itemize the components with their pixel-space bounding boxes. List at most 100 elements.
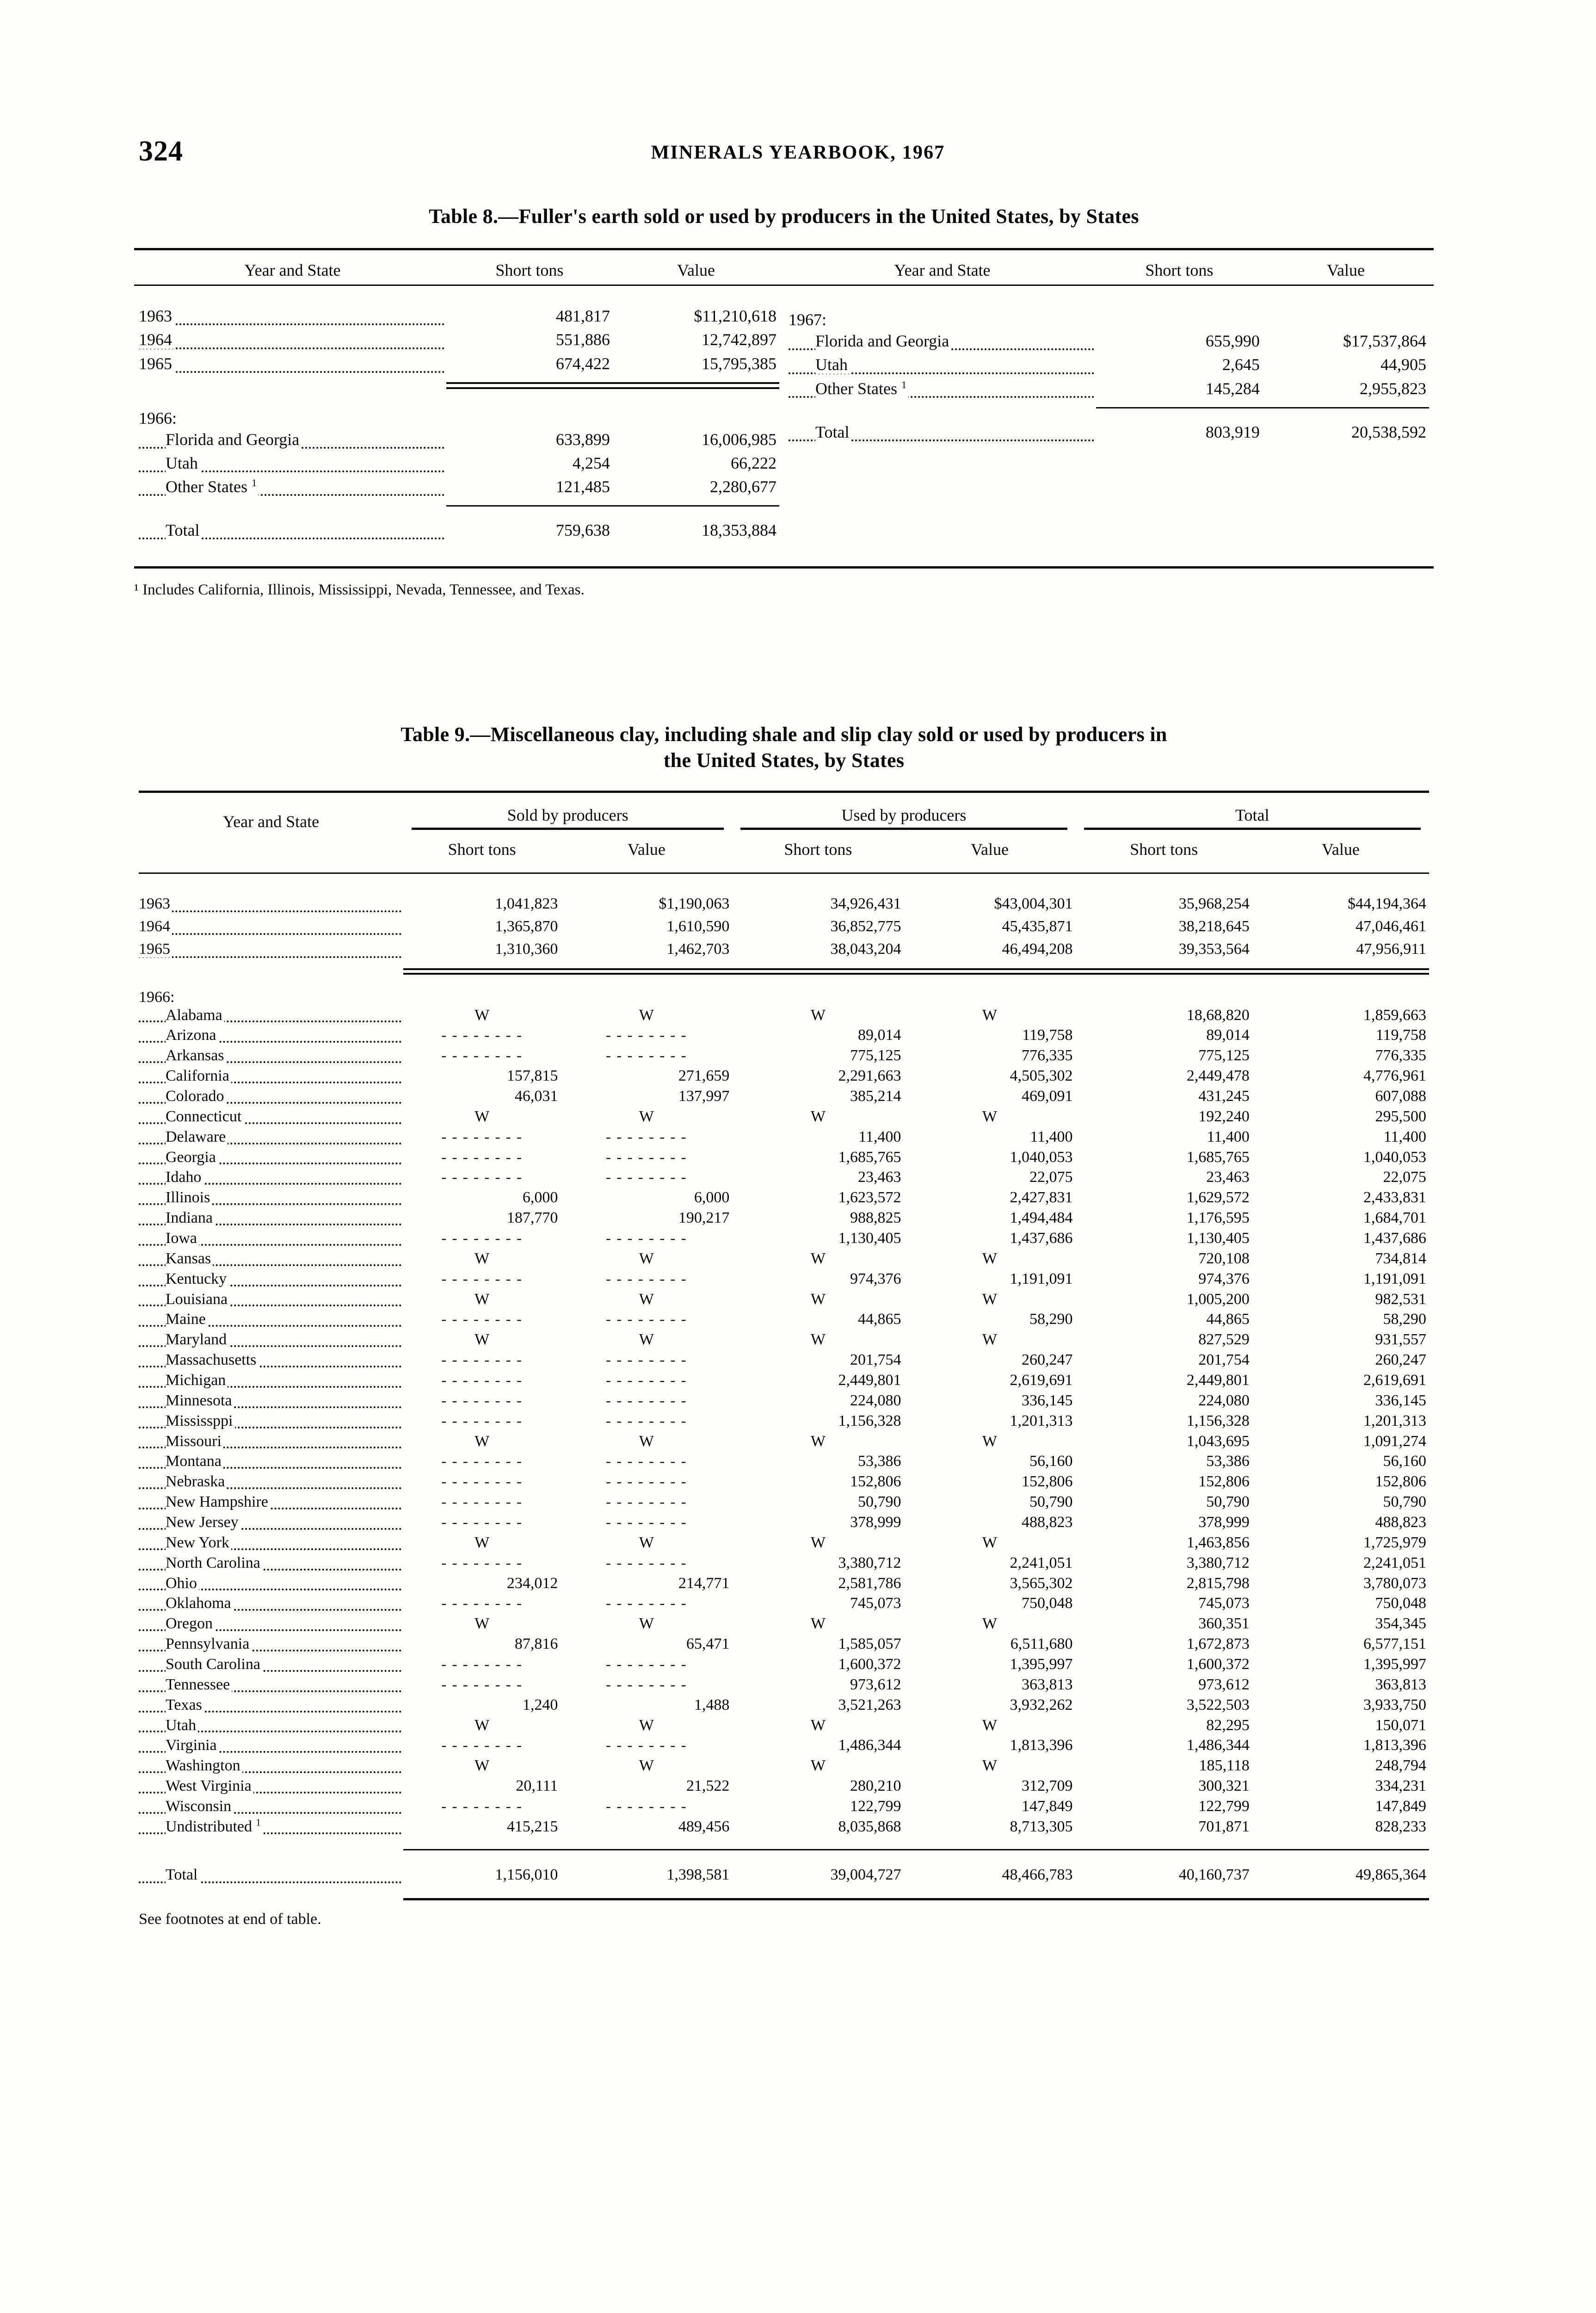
leader-dots	[139, 1163, 401, 1165]
row-label-text: Pennsylvania	[166, 1635, 252, 1653]
leader-dots	[139, 1650, 401, 1652]
row-label-text: Washington	[166, 1757, 242, 1775]
leader-dots	[139, 1731, 401, 1733]
table-9-sub-header-row: Short tons Value Short tons Value Short …	[139, 830, 1429, 862]
cell-no-data: - - - - - - - -	[441, 1656, 523, 1673]
cell-value: 46,031	[514, 1087, 558, 1105]
row-label-text: Georgia	[166, 1148, 218, 1166]
t9-underline-total	[1084, 827, 1421, 830]
cell-value: $43,004,301	[994, 895, 1073, 912]
cell-value: 50,790	[857, 1493, 901, 1511]
table-row: Nebraska - - - - - - - - - - - - - - - - 15…	[139, 1472, 1429, 1492]
leader-dots	[139, 1406, 401, 1408]
cell-no-data: - - - - - - - -	[441, 1270, 523, 1287]
cell-value: 44,865	[1206, 1311, 1250, 1328]
cell-value: 363,813	[1375, 1676, 1427, 1693]
cell-value: 378,999	[1198, 1514, 1250, 1531]
cell-value: 295,500	[1375, 1107, 1427, 1125]
row-label-text: Connecticut	[166, 1107, 244, 1125]
cell-no-data: - - - - - - - -	[441, 1473, 523, 1490]
cell-withheld: W	[639, 1006, 654, 1024]
table-9-title-line-1: Table 9.—Miscellaneous clay, including s…	[401, 723, 1167, 746]
cell-value: 655,990	[1205, 332, 1260, 351]
cell-value: 152,806	[1198, 1473, 1250, 1490]
spacer-row	[139, 389, 779, 406]
table-row: Iowa - - - - - - - - - - - - - - - - 1,130,…	[139, 1228, 1429, 1249]
cell-value: 1,191,091	[1363, 1270, 1426, 1287]
row-label: Idaho	[139, 1167, 403, 1187]
leader-dots	[139, 1629, 401, 1632]
cell-value: 1,494,484	[1010, 1209, 1073, 1227]
cell-no-data: - - - - - - - -	[441, 1514, 523, 1531]
leader-dots	[789, 439, 1094, 441]
cell-value: 1,463,856	[1186, 1534, 1250, 1551]
cell-withheld: W	[639, 1432, 654, 1450]
t9-group-header-sold: Sold by producers	[507, 805, 629, 824]
cell-value: 827,529	[1198, 1331, 1250, 1348]
cell-value: 1,040,053	[1010, 1148, 1073, 1166]
leader-dots	[139, 1305, 401, 1307]
cell-value: 192,240	[1198, 1107, 1250, 1125]
group-label: 1967:	[789, 310, 827, 329]
leader-dots	[139, 1548, 401, 1550]
cell-withheld: W	[639, 1757, 654, 1775]
cell-value: 66,222	[731, 453, 776, 472]
row-label-text: Texas	[166, 1696, 204, 1713]
row-label-text: Nebraska	[166, 1473, 227, 1490]
table-8-title: Table 8.—Fuller's earth sold or used by …	[429, 205, 1139, 228]
cell-no-data: - - - - - - - -	[441, 1372, 523, 1389]
year-block-rule-row	[139, 961, 1429, 975]
cell-value: 982,531	[1375, 1290, 1427, 1308]
page-number: 324	[139, 136, 183, 167]
cell-withheld: W	[474, 1615, 490, 1633]
cell-value: 3,380,712	[1186, 1554, 1250, 1571]
table-row: Tennessee - - - - - - - - - - - - - - - - 9…	[139, 1675, 1429, 1695]
table-9-bottom-rule	[403, 1886, 1429, 1901]
cell-value: 15,795,385	[702, 354, 776, 373]
spacer-row	[139, 874, 1429, 892]
cell-withheld: W	[474, 1716, 490, 1734]
row-label-text: Total	[166, 520, 202, 539]
t9-sub-sold-tons: Short tons	[448, 840, 516, 859]
table-row: Illinois 6,000 6,000 1,623,572 2,427,831 1,62…	[139, 1187, 1429, 1208]
leader-dots	[139, 1284, 401, 1286]
spacer-row	[139, 1850, 1429, 1863]
row-label: New Hampshire	[139, 1492, 403, 1512]
row-label: Delaware	[139, 1127, 403, 1147]
cell-value: 18,353,884	[702, 520, 776, 539]
cell-no-data: - - - - - - - -	[441, 1027, 523, 1044]
leader-dots	[139, 1832, 401, 1835]
row-label-text: Indiana	[166, 1209, 215, 1227]
table-row: Missouri W W W W 1,043,695 1,091,274	[139, 1431, 1429, 1452]
row-label: 1965	[139, 352, 446, 376]
row-label: Maryland	[139, 1330, 403, 1350]
leader-dots	[139, 1447, 401, 1449]
row-label: Mississppi	[139, 1411, 403, 1431]
cell-value: 3,933,750	[1363, 1696, 1426, 1713]
cell-value: 8,713,305	[1010, 1818, 1073, 1836]
spacer-row	[789, 408, 1429, 421]
cell-value: 1,156,328	[838, 1412, 901, 1429]
table-row: Utah W W W W 82,295 150,071	[139, 1715, 1429, 1736]
leader-dots	[139, 1771, 401, 1774]
table-9-group-header-row: Year and State Sold by producers Used by…	[139, 793, 1429, 830]
cell-value: 3,780,073	[1363, 1574, 1426, 1592]
cell-value: 1,725,979	[1363, 1534, 1426, 1551]
leader-dots	[139, 1101, 401, 1104]
cell-value: 214,771	[678, 1574, 730, 1592]
cell-value: 1,201,313	[1010, 1412, 1073, 1429]
row-label: Texas	[139, 1695, 403, 1715]
cell-value: 1,684,701	[1363, 1209, 1426, 1227]
cell-value: 58,290	[1383, 1311, 1427, 1328]
leader-dots	[139, 1589, 401, 1591]
cell-value: 973,612	[850, 1676, 901, 1693]
cell-value: 248,794	[1375, 1757, 1427, 1775]
cell-value: 21,522	[686, 1777, 730, 1795]
row-label: Total	[789, 421, 1096, 444]
cell-value: 48,466,783	[1002, 1866, 1073, 1884]
table-9-top-rule	[139, 790, 1429, 793]
leader-dots	[139, 323, 444, 326]
cell-value: 50,790	[1029, 1493, 1073, 1511]
cell-value: 87,816	[514, 1635, 558, 1653]
cell-value: 1,623,572	[838, 1189, 901, 1206]
